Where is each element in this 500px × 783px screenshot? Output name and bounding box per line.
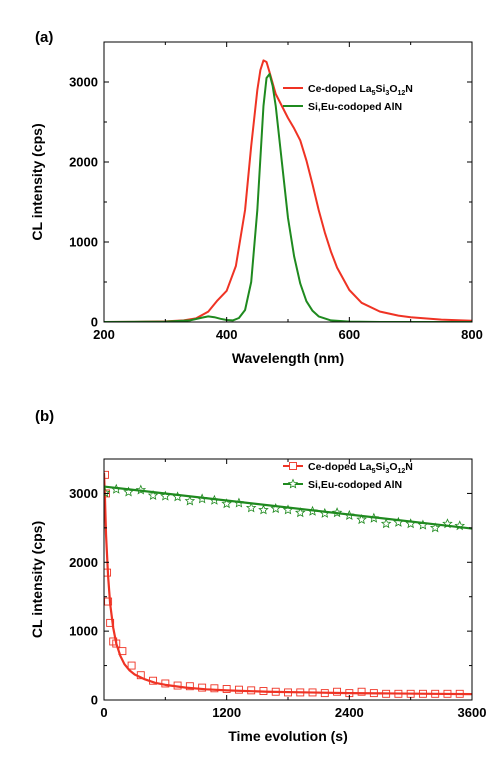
panel-label-b: (b) (35, 408, 54, 425)
legend-subscript: 3 (385, 468, 389, 475)
y-tick-label-b: 1000 (69, 624, 98, 639)
plot-area-b (104, 470, 472, 698)
x-tick-label-a: 200 (93, 327, 115, 342)
x-tick-label-a: 600 (338, 327, 360, 342)
legend-text-part: Si (376, 83, 386, 95)
x-tick-label-a: 800 (461, 327, 483, 342)
fit-line-b-1 (104, 485, 472, 530)
data-point-b-0-8 (127, 661, 136, 670)
panel-label-a: (a) (35, 29, 53, 46)
data-point-b-0-3 (104, 597, 113, 606)
legend-subscript: 5 (372, 468, 376, 475)
data-point-b-1-4 (147, 489, 159, 500)
y-tick-label-b: 3000 (69, 486, 98, 501)
legend-text-part: Ce-doped La (308, 83, 372, 95)
y-tick-label-b: 0 (91, 693, 98, 708)
y-tick-label-a: 3000 (69, 75, 98, 90)
legend-marker-b-1 (287, 478, 299, 489)
x-axis-title-b: Time evolution (s) (228, 728, 348, 744)
legend-subscript: 12 (398, 90, 406, 97)
series-line-a-1 (104, 73, 472, 322)
legend-subscript: 3 (385, 90, 389, 97)
data-point-b-1-0 (104, 487, 111, 498)
legend-text-part: N (405, 461, 413, 473)
data-point-b-0-27 (357, 687, 366, 696)
y-tick-label-a: 1000 (69, 235, 98, 250)
panel-a: (a) 200 400 600 800 0 1000 2000 3000 Wavelength (… (29, 29, 483, 366)
data-point-b-1-23 (380, 518, 392, 529)
data-point-b-1-7 (184, 495, 196, 506)
legend-text-part: Si,Eu-codoped AlN (308, 101, 402, 113)
data-point-b-1-27 (429, 522, 441, 533)
data-point-b-0-15 (210, 684, 219, 693)
data-point-b-1-16 (294, 507, 306, 518)
x-tick-label-b: 3600 (458, 705, 487, 720)
y-axis-title-b: CL intensity (cps) (29, 521, 45, 638)
y-tick-label-b: 2000 (69, 555, 98, 570)
x-tick-label-b: 0 (100, 705, 107, 720)
data-point-b-1-3 (135, 484, 147, 495)
legend-subscript: 5 (372, 90, 376, 97)
legend-label-a-1: Si,Eu-codoped AlN (308, 101, 402, 113)
legend-label-b-1: Si,Eu-codoped AlN (308, 479, 402, 491)
x-tick-label-a: 400 (216, 327, 238, 342)
legend-label-a-0: Ce-doped La5Si3O12N (308, 83, 413, 97)
y-tick-label-a: 2000 (69, 155, 98, 170)
data-point-b-1-19 (331, 507, 343, 518)
legend-text-part: N (405, 83, 413, 95)
legend-text-part: Si,Eu-codoped AlN (308, 479, 402, 491)
data-point-b-1-10 (221, 498, 232, 509)
legend-marker-b-0 (289, 462, 297, 470)
panel-b: (b) 0 1200 2400 3600 0 1000 2000 3000 Time evolut… (29, 408, 486, 744)
axes-frame-a (103, 41, 473, 323)
data-point-b-1-13 (258, 504, 269, 515)
y-tick-label-a: 0 (91, 315, 98, 330)
axes-frame-b (103, 458, 473, 701)
data-point-b-1-12 (245, 502, 257, 513)
legend-text-part: Ce-doped La (308, 461, 372, 473)
series-line-a-0 (104, 59, 472, 322)
legend-label-b-0: Ce-doped La5Si3O12N (308, 461, 413, 475)
legend-text-part: O (389, 461, 397, 473)
data-point-b-0-25 (333, 687, 342, 696)
data-point-b-1-21 (356, 514, 367, 525)
x-tick-label-b: 2400 (335, 705, 364, 720)
fit-line-b-0 (104, 472, 472, 696)
legend-subscript: 12 (398, 468, 406, 475)
plot-area-a (104, 59, 472, 322)
x-tick-label-b: 1200 (212, 705, 241, 720)
x-axis-title-a: Wavelength (nm) (232, 350, 344, 366)
y-axis-title-a: CL intensity (cps) (29, 123, 45, 240)
data-point-b-0-13 (185, 682, 194, 691)
legend-text-part: Si (376, 461, 386, 473)
data-point-b-0-16 (222, 685, 231, 693)
legend-text-part: O (389, 83, 397, 95)
